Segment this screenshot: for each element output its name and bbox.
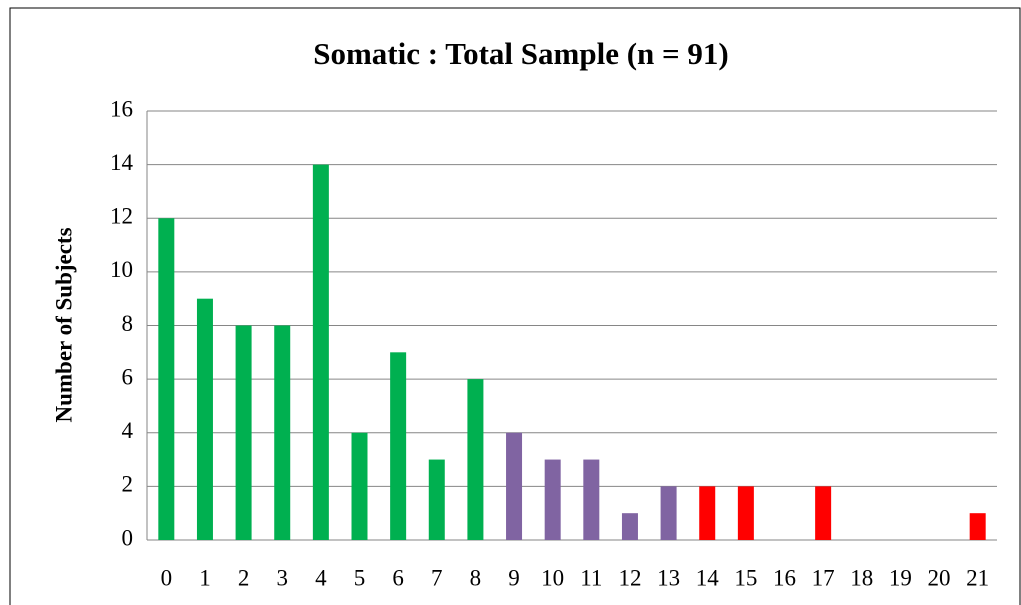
bar (428, 459, 445, 540)
x-tick-label: 8 (470, 565, 482, 590)
x-tick-label: 3 (276, 565, 288, 590)
y-tick-label: 0 (122, 525, 134, 550)
x-tick-label: 4 (315, 565, 327, 590)
y-tick-label: 14 (110, 150, 134, 175)
y-tick-label: 8 (122, 311, 134, 336)
x-tick-label: 15 (734, 565, 757, 590)
x-tick-label: 12 (618, 565, 641, 590)
x-tick-label: 5 (354, 565, 366, 590)
x-tick-label: 21 (966, 565, 989, 590)
bar (737, 486, 754, 540)
x-tick-label: 16 (773, 565, 796, 590)
y-tick-label: 2 (122, 472, 134, 497)
chart-title: Somatic : Total Sample (n = 91) (313, 36, 729, 71)
x-tick-label: 1 (199, 565, 211, 590)
bar (815, 486, 832, 540)
y-tick-label: 6 (122, 364, 134, 389)
bar (699, 486, 716, 540)
x-tick-label: 14 (696, 565, 720, 590)
x-tick-label: 2 (238, 565, 250, 590)
bar (969, 513, 986, 540)
x-tick-label: 11 (580, 565, 602, 590)
x-tick-label: 20 (928, 565, 951, 590)
x-tick-label: 18 (850, 565, 873, 590)
x-tick-label: 7 (431, 565, 443, 590)
x-tick-label: 0 (161, 565, 173, 590)
bar (235, 325, 252, 540)
bar (621, 513, 638, 540)
y-tick-label: 12 (110, 204, 133, 229)
y-tick-label: 10 (110, 257, 133, 282)
x-tick-label: 9 (508, 565, 520, 590)
bar (196, 298, 213, 540)
bar (660, 486, 677, 540)
y-tick-label: 16 (110, 96, 133, 121)
bar (583, 459, 600, 540)
x-tick-label: 19 (889, 565, 912, 590)
bar (274, 325, 291, 540)
bar (467, 379, 484, 540)
x-tick-label: 10 (541, 565, 564, 590)
y-tick-label: 4 (122, 418, 134, 443)
bar (390, 352, 407, 540)
bar (158, 218, 175, 540)
bar (312, 164, 329, 540)
y-axis-label: Number of Subjects (51, 227, 76, 422)
bar (506, 432, 523, 540)
x-tick-label: 17 (812, 565, 835, 590)
bar (544, 459, 561, 540)
bar (351, 432, 368, 540)
x-tick-label: 6 (392, 565, 404, 590)
x-tick-label: 13 (657, 565, 680, 590)
